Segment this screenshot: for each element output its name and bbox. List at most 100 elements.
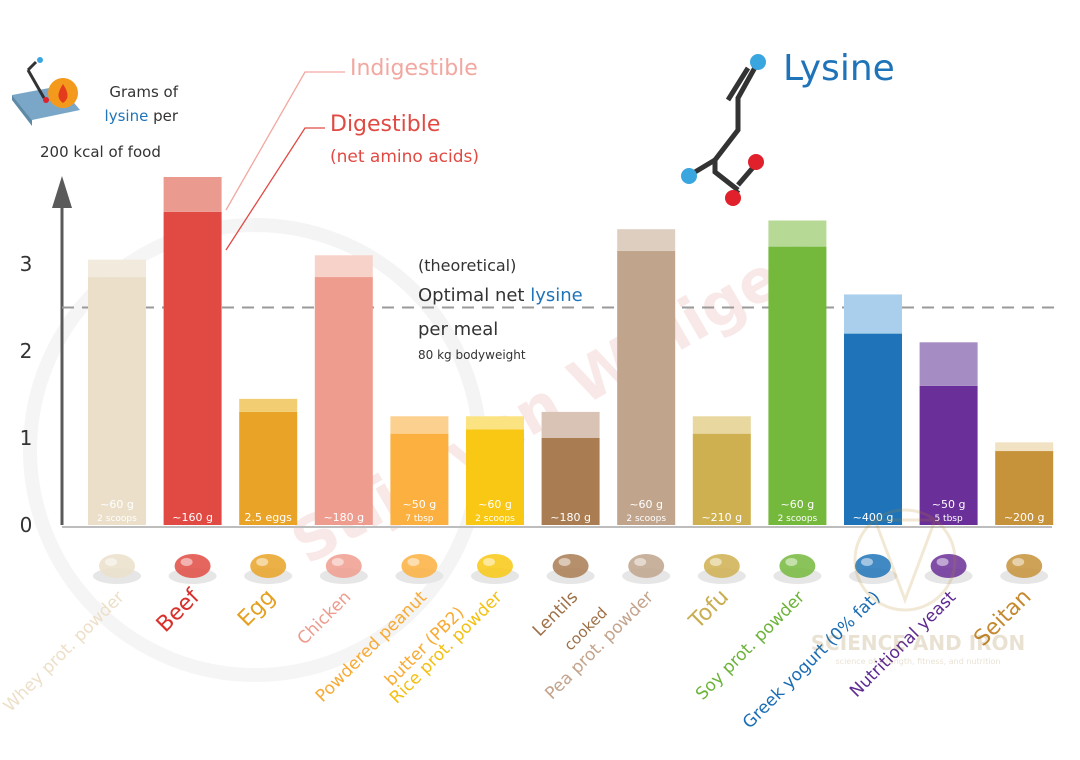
bar-digestible: [919, 385, 978, 525]
bar-digestible: [844, 333, 902, 525]
tofu-icon: [697, 554, 746, 584]
logo-subtext: science of strength, fitness, and nutrit…: [836, 657, 1001, 666]
icon-highlight: [483, 558, 495, 566]
icon-food: [325, 554, 362, 578]
bar-indigestible: [466, 416, 524, 430]
ylabel-lysine-word: lysine: [104, 107, 149, 125]
icon-highlight: [407, 558, 420, 566]
optimal-text: Optimal net: [418, 285, 531, 306]
bars: ~60 g 2 scoops ~160 g 2.5 eggs ~180 g ~50 g 7 …: [88, 177, 1054, 526]
icon-highlight: [256, 558, 269, 566]
molecule-title: Lysine: [783, 48, 895, 89]
bar-amount-sub-label: 2 scoops: [778, 514, 818, 524]
category-label: Egg: [233, 585, 280, 632]
ylabel-line1: Grams of: [109, 83, 178, 101]
y-tick-label: 3: [20, 252, 33, 276]
steak-icon: [168, 554, 217, 584]
pea-scoop-icon: [622, 554, 671, 584]
bar-amount-label: ~180 g: [323, 511, 364, 524]
bar-indigestible: [390, 416, 449, 434]
icon-highlight: [936, 558, 949, 566]
bar-digestible: [617, 250, 676, 525]
bar-amount-label: ~50 g: [932, 498, 966, 511]
legend-digestible: Digestible: [330, 112, 441, 137]
legend-leaders: [225, 71, 345, 251]
icon-highlight: [785, 558, 798, 566]
bar-amount-label: ~60 g: [100, 498, 134, 511]
bar-amount-sub-label: 2 scoops: [475, 514, 515, 524]
yogurt-cup-icon: [849, 554, 897, 584]
bar-amount-sub-label: 7 tbsp: [405, 514, 434, 524]
legend-indigestible: Indigestible: [350, 56, 478, 81]
icon-highlight: [558, 558, 571, 566]
icon-highlight: [105, 558, 117, 566]
y-tick-label: 2: [20, 339, 33, 363]
bar-digestible: [314, 277, 373, 525]
lentils-icon: [546, 554, 595, 584]
optimal-line4: 80 kg bodyweight: [418, 348, 526, 362]
science-and-iron-logo: SCIENCE AND IRON science of strength, fi…: [811, 508, 1026, 666]
optimal-line1: (theoretical): [418, 256, 517, 275]
icon-food: [477, 554, 513, 578]
bar-digestible: [466, 429, 524, 525]
bar-indigestible: [163, 177, 222, 212]
icon-food: [779, 554, 816, 578]
ylabel-per: per: [148, 107, 178, 125]
bar-indigestible: [88, 259, 146, 278]
yeast-flakes-icon: [924, 554, 973, 584]
bar-digestible: [88, 277, 146, 525]
bar-amount-label: ~60 g: [781, 498, 815, 511]
icon-highlight: [180, 558, 193, 566]
icon-food: [703, 554, 740, 578]
lysine-molecule-icon: [681, 54, 766, 206]
bar-digestible: [692, 433, 751, 525]
bar-digestible: [541, 438, 600, 525]
bar-digestible: [239, 411, 298, 525]
icon-food: [552, 554, 589, 578]
bar-amount-label: 2.5 eggs: [244, 511, 292, 524]
category-label: Chicken: [294, 587, 356, 649]
ylabel-line3: 200 kcal of food: [40, 143, 161, 161]
icon-food: [250, 554, 287, 578]
axes: 0 1 2 3: [20, 176, 1062, 537]
bar-indigestible: [239, 398, 298, 412]
bar-amount-sub-label: 5 tbsp: [934, 514, 963, 524]
icon-highlight: [1012, 558, 1025, 566]
logo-text: SCIENCE AND IRON: [811, 631, 1026, 655]
icon-highlight: [634, 558, 647, 566]
bar-digestible: [163, 211, 222, 526]
bar-amount-label: ~200 g: [1004, 511, 1045, 524]
icon-food: [628, 554, 665, 578]
bar-indigestible: [768, 220, 827, 247]
icon-food: [930, 554, 967, 578]
icon-highlight: [709, 558, 722, 566]
icon-food: [855, 554, 891, 578]
bar-amount-label: ~400 g: [853, 511, 894, 524]
rice-bowl-icon: [471, 554, 519, 584]
bar-indigestible: [995, 442, 1054, 452]
y-tick-label: 0: [20, 513, 33, 537]
legend-digestible-sub: (net amino acids): [330, 147, 479, 167]
bar-amount-label: ~50 g: [403, 498, 437, 511]
icon-highlight: [331, 558, 344, 566]
bar-amount-sub-label: 2 scoops: [97, 514, 137, 524]
optimal-lysine-word: lysine: [530, 285, 583, 306]
category-label: Tofu: [684, 585, 734, 635]
bar-indigestible: [692, 416, 751, 434]
category-label: Beef: [152, 584, 206, 638]
y-tick-label: 1: [20, 426, 33, 450]
chicken-breast-icon: [319, 554, 368, 584]
fried-egg-icon: [244, 554, 293, 584]
bar-digestible: [390, 433, 449, 525]
indigestible-leader: [225, 71, 345, 211]
food-icons: [93, 554, 1049, 584]
icon-food: [174, 554, 211, 578]
bar-indigestible: [314, 255, 373, 278]
bar-amount-label: ~60 g: [629, 498, 663, 511]
soy-scoop-icon: [773, 554, 822, 584]
optimal-line2: Optimal net lysine: [418, 285, 583, 306]
bar-amount-sub-label: 2 scoops: [626, 514, 666, 524]
bar-amount-label: ~60 g: [478, 498, 512, 511]
bar-indigestible: [919, 342, 978, 386]
